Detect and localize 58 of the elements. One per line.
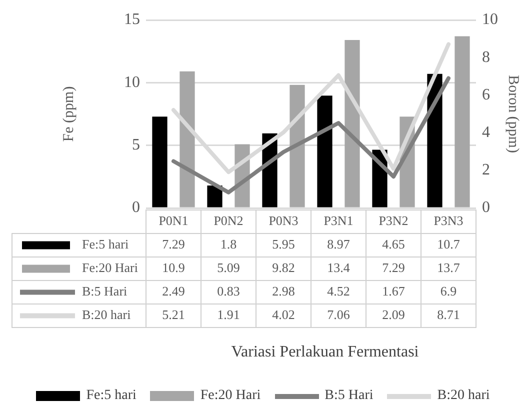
x-tick-label: P3N2	[378, 213, 408, 228]
y-tick-label: 5	[132, 136, 140, 154]
data-label: 5.21	[162, 307, 185, 322]
y2-tick-label: 6	[482, 86, 490, 104]
y-axis-title: Fe (ppm)	[60, 86, 77, 142]
y-tick-label: 0	[132, 199, 140, 216]
y-tick-label: 15	[124, 11, 140, 28]
data-label: 5.09	[217, 260, 240, 276]
data-label: 2.09	[382, 307, 405, 322]
x-tick-label: P3N1	[324, 213, 354, 228]
data-label: 13.7	[437, 260, 460, 276]
x-tick-label: P0N1	[158, 213, 188, 228]
y2-tick-label: 2	[482, 162, 490, 179]
y2-tick-label: 8	[482, 48, 490, 66]
data-label: 2.49	[162, 284, 185, 299]
x-tick-label: P0N3	[268, 213, 298, 228]
data-label: 7.29	[162, 236, 185, 252]
data-label: 13.4	[327, 260, 350, 276]
data-label: 4.65	[382, 236, 405, 252]
legend-label: B:5 Hari	[82, 284, 128, 299]
data-label: 10.9	[162, 260, 185, 276]
text: B:20 hari	[437, 388, 490, 403]
y2-tick-label: 10	[482, 11, 498, 28]
bar	[454, 36, 470, 208]
data-label: 10.7	[437, 236, 460, 252]
data-label: 8.71	[437, 307, 460, 322]
data-label: 9.82	[272, 260, 295, 276]
x-tick-label: P0N2	[214, 213, 244, 228]
bar	[207, 185, 222, 208]
text: Fe:5 hari	[86, 388, 136, 403]
bar	[317, 96, 332, 208]
data-label: 4.02	[272, 307, 295, 322]
y2-tick-label: 0	[482, 199, 490, 216]
data-label: 6.9	[440, 284, 457, 299]
y2-tick-label: 4	[482, 124, 490, 142]
data-label: 7.29	[382, 260, 405, 276]
legend-label: Fe:20 Hari	[82, 260, 138, 276]
data-label: 0.83	[217, 284, 240, 299]
bar	[152, 116, 168, 208]
data-label: 4.52	[327, 284, 350, 299]
data-label: 1.67	[382, 284, 406, 299]
legend-label: B:20 hari	[82, 307, 132, 322]
bar	[180, 71, 195, 208]
x-tick-label: P3N3	[434, 213, 464, 228]
data-label: 7.06	[327, 307, 350, 322]
y2-axis-title: Boron (ppm)	[505, 75, 522, 153]
data-label: 2.98	[272, 284, 295, 299]
data-label: 5.95	[272, 236, 295, 252]
bar	[344, 40, 360, 208]
text: Variasi Perlakuan Fermentasi	[231, 344, 420, 361]
legend-label: Fe:5 hari	[82, 236, 129, 252]
text: Fe:20 Hari	[200, 388, 261, 403]
y-tick-label: 10	[124, 74, 140, 91]
data-label: 8.97	[327, 236, 350, 252]
bar	[290, 84, 305, 208]
data-label: 1.91	[217, 307, 240, 322]
text: B:5 Hari	[324, 388, 374, 403]
data-label: 1.8	[220, 236, 237, 252]
